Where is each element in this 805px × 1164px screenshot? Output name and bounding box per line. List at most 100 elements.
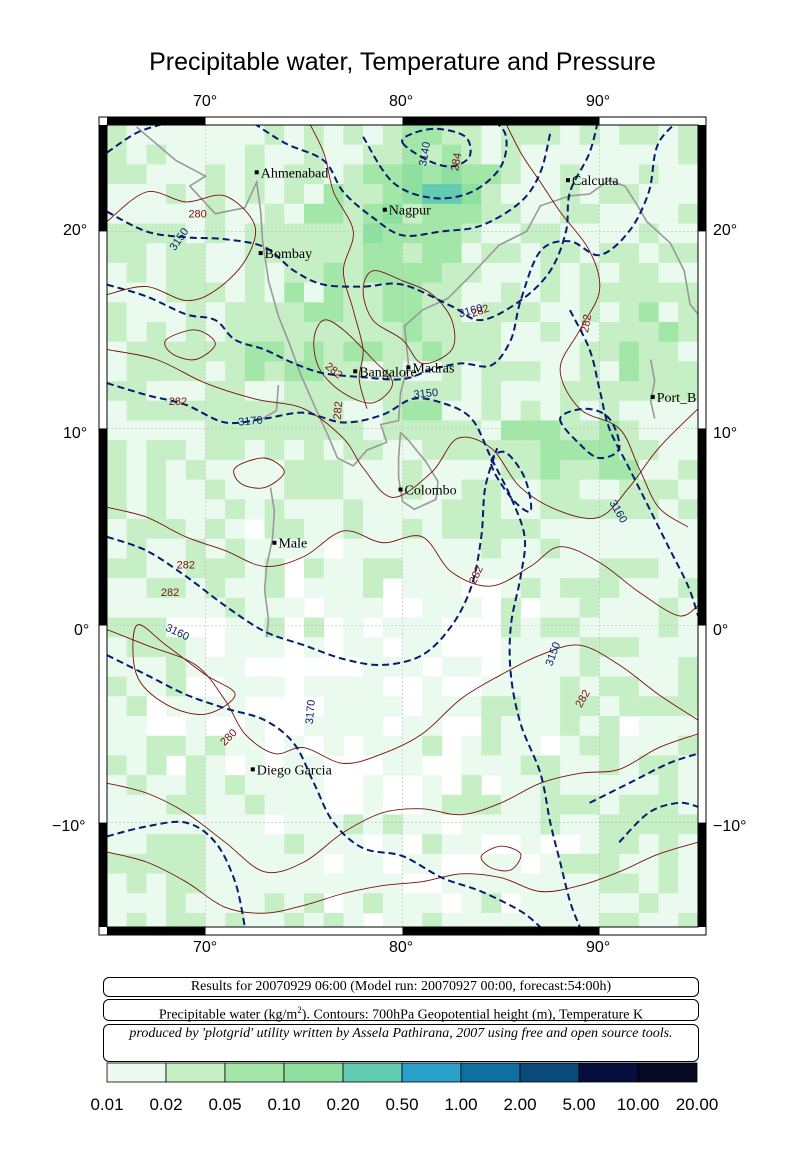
pw-cell	[146, 499, 167, 520]
pw-cell	[579, 716, 600, 737]
pw-cell	[422, 420, 443, 441]
temperature-contour-label: 284	[449, 152, 464, 172]
pw-cell	[402, 755, 423, 776]
pw-cell	[304, 617, 325, 638]
pw-cell	[520, 814, 541, 835]
pw-cell	[422, 519, 443, 540]
pw-cell	[166, 775, 187, 796]
pw-cell	[422, 814, 443, 835]
pw-cell	[225, 144, 246, 165]
pw-cell	[619, 322, 640, 343]
pw-cell	[244, 814, 265, 835]
temperature-contour-line	[164, 329, 216, 361]
results-info-box: Results for 20070929 06:00 (Model run: 2…	[103, 977, 699, 997]
pw-cell	[323, 834, 344, 855]
pw-cell	[599, 125, 620, 146]
pw-cell	[264, 853, 285, 874]
pw-cell	[560, 519, 581, 540]
pw-cell	[185, 479, 206, 500]
pw-cell	[343, 617, 364, 638]
pw-cell	[461, 164, 482, 185]
pw-cell	[343, 558, 364, 579]
height-contour-line	[618, 801, 698, 843]
pw-cell	[382, 735, 403, 756]
city-markers: Ahmenabad Calcutta Nagpur Bombay MadrasBanga…	[250, 166, 696, 778]
pw-cell	[560, 853, 581, 874]
pw-cell	[382, 420, 403, 441]
pw-cell	[638, 676, 659, 697]
pw-cell	[402, 519, 423, 540]
pw-cell	[520, 400, 541, 421]
colorbar-swatch	[578, 1062, 639, 1083]
pw-cell	[264, 262, 285, 283]
pw-cell	[264, 479, 285, 500]
pw-cell	[520, 125, 541, 146]
pw-cell	[343, 144, 364, 165]
pw-cell	[540, 282, 561, 303]
pw-cell	[185, 262, 206, 283]
pw-cell	[107, 578, 128, 599]
pw-cell	[481, 322, 502, 343]
pw-cell	[402, 302, 423, 323]
height-contour-line	[107, 125, 599, 322]
pw-cell	[166, 853, 187, 874]
pw-cell	[146, 913, 167, 927]
pw-cell	[638, 853, 659, 874]
pw-cell	[638, 834, 659, 855]
pw-cell	[678, 834, 698, 855]
pw-cell	[126, 597, 147, 618]
pw-cell	[205, 656, 226, 677]
pw-cell	[205, 420, 226, 441]
pw-cell	[363, 262, 384, 283]
pw-cell	[678, 164, 698, 185]
pw-cell	[363, 656, 384, 677]
pw-cell	[599, 716, 620, 737]
pw-cell	[323, 184, 344, 205]
pw-cell	[382, 164, 403, 185]
pw-cell	[225, 499, 246, 520]
city-label: Diego Garcia	[257, 763, 333, 778]
pw-cell	[441, 656, 462, 677]
pw-cell	[481, 164, 502, 185]
pw-cell	[481, 716, 502, 737]
pw-cell	[343, 716, 364, 737]
pw-cell	[126, 696, 147, 717]
pw-cell	[501, 144, 522, 165]
pw-cell	[599, 597, 620, 618]
height-contour-label: 3170	[238, 414, 263, 428]
pw-cell	[264, 834, 285, 855]
pw-cell	[323, 913, 344, 927]
pw-cell	[481, 499, 502, 520]
pw-cell	[107, 519, 128, 540]
pw-cell	[619, 519, 640, 540]
pw-cell	[264, 578, 285, 599]
pw-cell	[244, 853, 265, 874]
pw-cell	[402, 144, 423, 165]
pw-cell	[599, 735, 620, 756]
pw-cell	[658, 814, 679, 835]
pw-cell	[323, 262, 344, 283]
pw-cell	[560, 341, 581, 362]
pw-cell	[599, 341, 620, 362]
pw-cell	[323, 203, 344, 224]
pw-cell	[185, 203, 206, 224]
pw-cell	[382, 459, 403, 480]
pw-cell	[579, 164, 600, 185]
pw-cell	[166, 381, 187, 402]
map-frame	[98, 116, 707, 936]
andaman-coast	[649, 359, 656, 419]
pw-cell	[678, 381, 698, 402]
pw-cell	[619, 656, 640, 677]
pw-cell	[146, 893, 167, 914]
city-marker	[565, 178, 570, 183]
pw-cell	[107, 262, 128, 283]
city-marker	[650, 394, 655, 399]
colorbar-swatch	[106, 1062, 167, 1083]
pw-cell	[579, 459, 600, 480]
pw-cell	[304, 755, 325, 776]
pw-cell	[304, 558, 325, 579]
pw-cell	[422, 558, 443, 579]
pw-cell	[185, 853, 206, 874]
pw-cell	[441, 479, 462, 500]
city-label: Colombo	[405, 484, 457, 499]
